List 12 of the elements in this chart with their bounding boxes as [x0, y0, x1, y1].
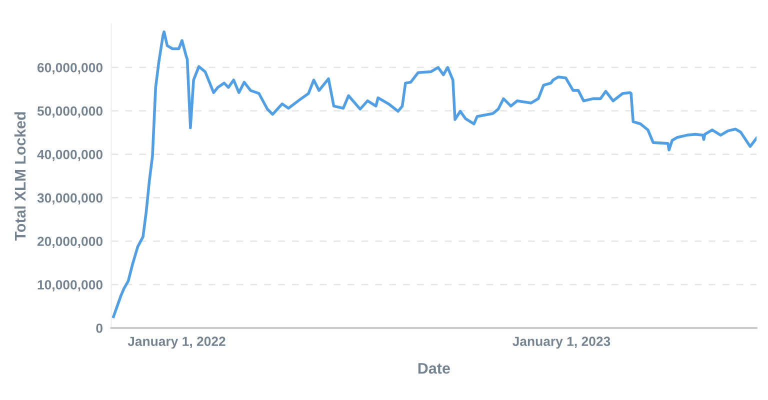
y-tick-label: 20,000,000	[37, 236, 102, 248]
y-tick-label: 30,000,000	[37, 193, 102, 205]
line-series	[112, 30, 756, 318]
y-tick-label: 0	[96, 324, 102, 333]
y-axis-title: Total XLM Locked	[14, 112, 26, 241]
y-tick-label: 50,000,000	[37, 106, 102, 118]
y-tick-label: 40,000,000	[37, 150, 102, 162]
x-axis-title: Date	[418, 363, 450, 374]
x-tick-label: January 1, 2023	[512, 336, 610, 349]
y-tick-label: 10,000,000	[38, 280, 102, 292]
x-tick-label: January 1, 2022	[128, 336, 226, 349]
y-tick-label: 60,000,000	[37, 62, 102, 74]
